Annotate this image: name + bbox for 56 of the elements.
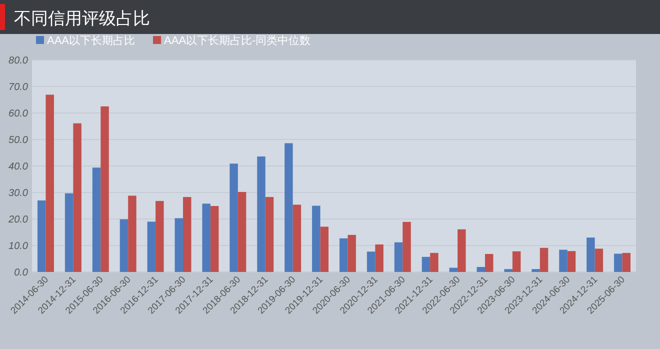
bar — [128, 196, 136, 272]
y-tick-label: 50.0 — [8, 135, 28, 146]
bar — [504, 269, 512, 272]
bar — [485, 254, 494, 272]
y-tick-label: 20.0 — [8, 214, 28, 226]
bar — [64, 193, 74, 272]
bar — [183, 197, 192, 272]
bar — [292, 204, 302, 272]
bar — [320, 226, 329, 272]
bar — [174, 218, 183, 272]
bar — [100, 106, 109, 272]
bar — [458, 229, 466, 272]
y-tick-label: 30.0 — [8, 188, 28, 199]
bar — [366, 252, 376, 272]
bar — [73, 123, 82, 272]
legend-label: AAA以下长期占比 — [47, 34, 136, 47]
chart-title: 不同信用评级占比 — [14, 9, 150, 28]
bar — [375, 244, 384, 272]
bar — [532, 269, 540, 272]
bar — [567, 251, 576, 272]
bar — [512, 251, 521, 272]
y-tick-label: 40.0 — [8, 162, 28, 172]
bar — [120, 219, 128, 272]
bar — [614, 254, 622, 272]
bar — [92, 168, 101, 272]
bar — [147, 222, 156, 272]
bar — [339, 238, 348, 272]
bar — [594, 248, 604, 272]
bar — [37, 200, 46, 272]
bar — [402, 222, 411, 272]
bar — [202, 204, 210, 272]
bar — [422, 256, 430, 272]
bar — [265, 197, 274, 272]
bar — [156, 200, 164, 272]
bar — [476, 266, 485, 272]
bar — [230, 164, 238, 272]
bar — [540, 248, 548, 272]
y-tick-label: 0.0 — [14, 268, 28, 278]
legend-label: AAA以下长期占比-同类中位数 — [164, 34, 311, 47]
bar — [394, 242, 403, 272]
bar — [622, 252, 631, 272]
y-tick-label: 60.0 — [8, 108, 28, 120]
bar — [257, 156, 266, 272]
bar — [210, 206, 219, 272]
bar — [238, 192, 246, 272]
y-tick-label: 10.0 — [8, 241, 28, 252]
bar — [449, 268, 458, 272]
bar — [312, 206, 320, 272]
bar — [559, 250, 568, 272]
bar — [430, 252, 438, 272]
y-tick-label: 70.0 — [8, 82, 28, 93]
bar — [284, 143, 293, 272]
bar — [348, 234, 356, 272]
bar — [46, 94, 54, 272]
y-tick-label: 80.0 — [8, 56, 28, 66]
bar — [586, 238, 595, 272]
